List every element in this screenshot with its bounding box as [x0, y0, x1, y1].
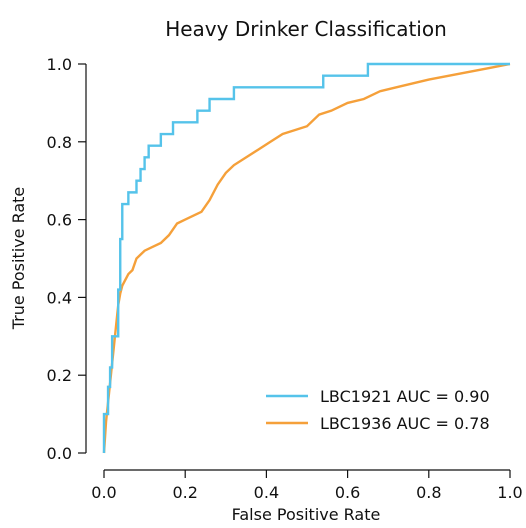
series-lines — [102, 62, 511, 454]
y-axis-label: True Positive Rate — [9, 187, 28, 331]
y-tick-label: 1.0 — [47, 55, 72, 74]
x-tick-label: 0.6 — [335, 483, 360, 502]
x-tick-label: 0.4 — [254, 483, 279, 502]
series-line-lbc1921 — [102, 62, 510, 453]
x-tick-label: 0.8 — [416, 483, 441, 502]
x-axis-ticks: 0.0 0.2 0.4 0.6 0.8 1.0 — [91, 470, 523, 502]
y-tick-label: 0.0 — [47, 444, 72, 463]
y-tick-label: 0.8 — [47, 133, 72, 152]
x-tick-label: 0.0 — [91, 483, 116, 502]
chart-title: Heavy Drinker Classification — [165, 17, 447, 41]
y-tick-label: 0.6 — [47, 211, 72, 230]
legend-label: LBC1921 AUC = 0.90 — [320, 387, 490, 406]
legend: LBC1921 AUC = 0.90 LBC1936 AUC = 0.78 — [266, 387, 490, 433]
y-tick-label: 0.2 — [47, 366, 72, 385]
x-tick-label: 0.2 — [172, 483, 197, 502]
x-axis-label: False Positive Rate — [232, 505, 381, 524]
x-tick-label: 1.0 — [497, 483, 522, 502]
y-tick-label: 0.4 — [47, 288, 72, 307]
legend-label: LBC1936 AUC = 0.78 — [320, 414, 490, 433]
y-axis-ticks: 0.0 0.2 0.4 0.6 0.8 1.0 — [47, 55, 86, 463]
